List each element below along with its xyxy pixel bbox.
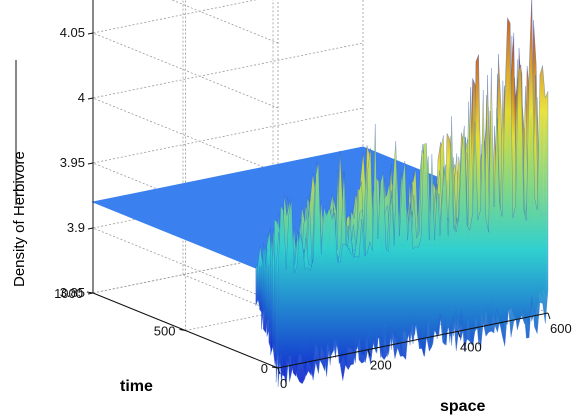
z-tick-mark — [87, 227, 94, 230]
time-axis-label: time — [120, 378, 153, 395]
grid-line-z — [170, 0, 279, 44]
time-tick-mark — [86, 291, 94, 294]
z-tick-label: 4 — [78, 90, 85, 105]
z-tick-mark — [87, 162, 94, 165]
oscillation-spikes — [255, 0, 549, 387]
axis-edge — [277, 312, 549, 369]
surface-plot — [91, 0, 549, 387]
time-tick-mark — [271, 366, 279, 369]
space-axis-label: space — [440, 398, 485, 415]
time-tick-label: 0 — [261, 361, 268, 376]
time-tick-mark — [179, 329, 186, 331]
z-tick-label: 3.85 — [60, 285, 85, 300]
time-axis-ticks: 0 500 1000 — [54, 286, 279, 376]
time-tick-label: 500 — [154, 324, 176, 339]
space-tick-label: 200 — [370, 358, 392, 373]
space-tick-mark — [547, 312, 551, 320]
density-axis-label: Density of Herbivore — [11, 151, 28, 287]
z-tick-label: 3.9 — [67, 220, 85, 235]
space-tick-label: 0 — [280, 376, 287, 391]
spike-ribbon — [277, 0, 549, 387]
z-tick-mark — [87, 32, 94, 35]
grid-line-space-floor — [182, 274, 369, 351]
z-tick-label: 3.95 — [60, 155, 85, 170]
space-tick-label: 400 — [460, 339, 482, 354]
space-tick-mark — [457, 331, 461, 338]
grid-line-z — [91, 0, 279, 109]
grid-line-z — [91, 42, 364, 174]
space-tick-mark — [367, 349, 371, 356]
space-axis-ticks: 0 200 400 600 — [277, 312, 572, 391]
space-tick-mark — [277, 367, 281, 375]
space-tick-label: 600 — [550, 321, 572, 336]
z-tick-mark — [87, 97, 94, 100]
z-tick-label: 4.05 — [60, 25, 85, 40]
time-tick-label: 1000 — [54, 286, 83, 301]
